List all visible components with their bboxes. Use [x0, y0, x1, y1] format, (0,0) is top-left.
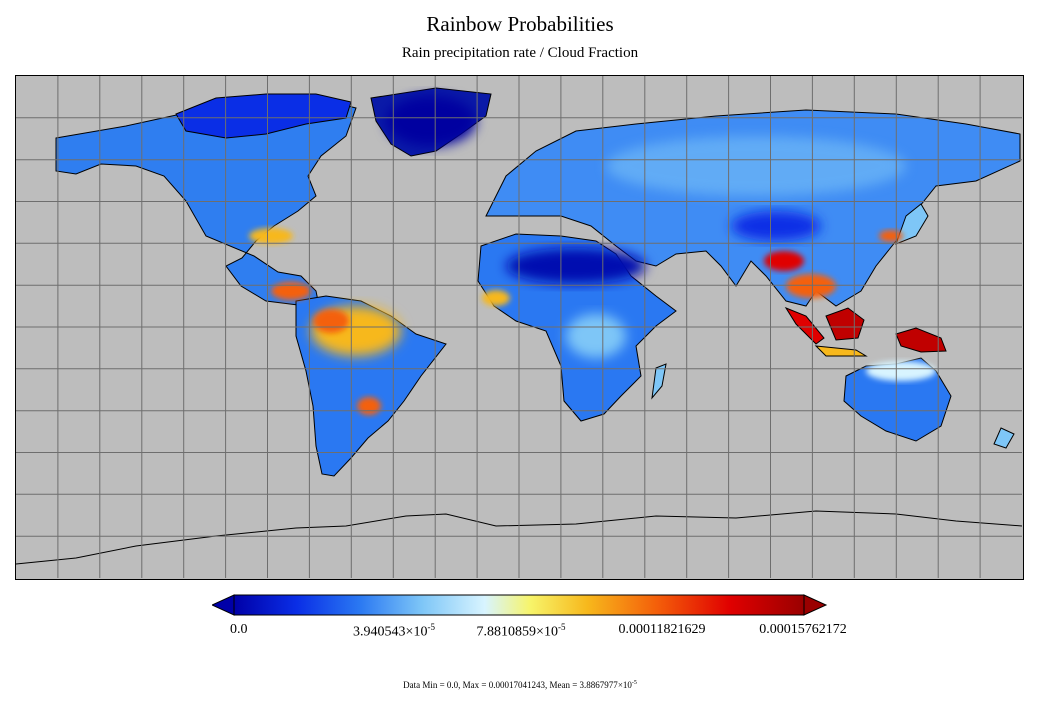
colorbar-tick-0: 0.0 — [230, 622, 248, 637]
colorbar-tick-3: 0.00011821629 — [618, 622, 706, 637]
madagascar — [651, 363, 667, 400]
map-subtitle: Rain precipitation rate / Cloud Fraction — [401, 45, 639, 61]
colorbar-tick-2: 7.8810859×10-5 — [476, 622, 566, 640]
congo-basin — [566, 314, 626, 358]
colorbar-ramp — [233, 594, 805, 616]
map-canvas — [16, 76, 1022, 578]
guinea-coast — [482, 290, 510, 306]
java — [814, 345, 868, 357]
map-grid — [16, 76, 1022, 578]
map-title: Rainbow Probabilities — [426, 12, 614, 36]
colorbar-max-arrow — [803, 594, 828, 616]
borneo — [825, 307, 865, 341]
tibet-minimum — [731, 211, 821, 241]
northern-australia — [866, 361, 936, 381]
japan-wet — [879, 230, 903, 242]
bangladesh — [764, 251, 804, 271]
north-america — [55, 97, 357, 318]
antarctica — [16, 510, 1022, 565]
sumatra — [784, 306, 825, 345]
colorbar-min-arrow — [212, 594, 235, 616]
central-america — [271, 282, 311, 300]
colorbar-tick-1: 3.940543×10-5 — [353, 622, 435, 640]
southeast-asia — [786, 274, 836, 298]
la-plata — [357, 397, 381, 415]
gulf-coast — [249, 228, 293, 244]
sahara-minimum — [506, 248, 646, 284]
colorbar-tick-4: 0.00015762172 — [759, 622, 847, 637]
new-zealand — [993, 427, 1015, 449]
amazon-core — [313, 309, 349, 333]
data-statistics: Data Min = 0.0, Max = 0.00017041243, Mea… — [403, 680, 637, 690]
precipitation-hotspots — [249, 96, 936, 415]
colorbar — [212, 594, 828, 616]
world-map — [15, 75, 1024, 580]
greenland-minimum — [386, 96, 476, 146]
russia-cool — [606, 136, 906, 196]
new-guinea — [895, 327, 947, 353]
